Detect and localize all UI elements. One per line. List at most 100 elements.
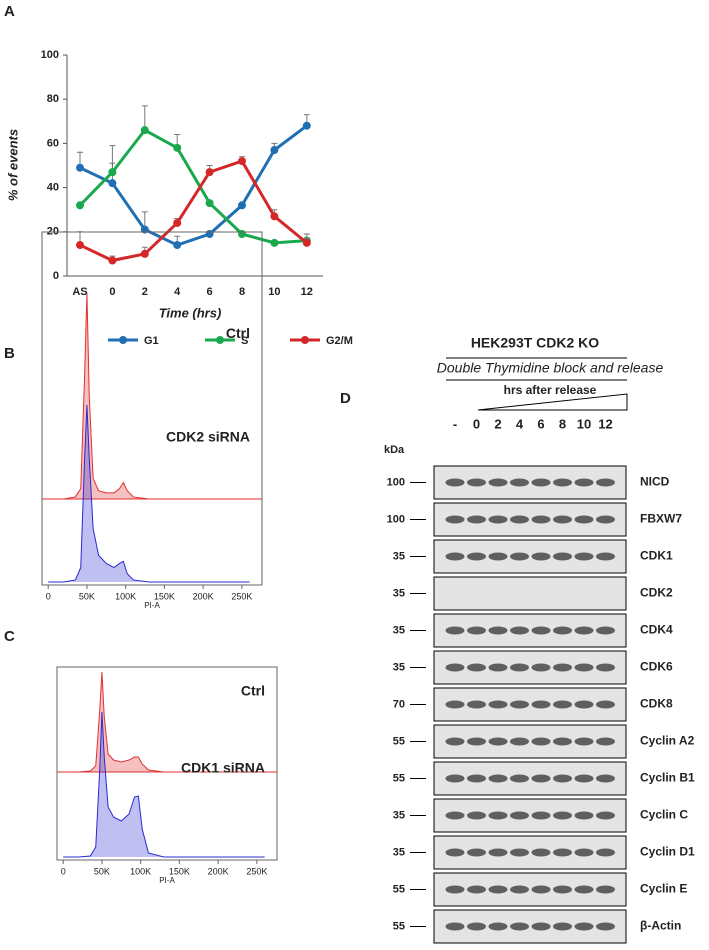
band: [488, 626, 508, 635]
band: [596, 663, 615, 672]
point: [173, 218, 182, 227]
band: [467, 626, 486, 635]
mw-marker: 55: [393, 883, 405, 895]
blot-box: [433, 613, 627, 648]
band: [467, 848, 486, 857]
x-tick-label: 0: [61, 866, 66, 876]
point: [238, 201, 246, 210]
x-tick-label: 50K: [79, 591, 95, 601]
legend-swatch: [119, 336, 127, 344]
error-bar: [109, 145, 116, 173]
band: [488, 811, 508, 820]
y-tick-label: 60: [47, 137, 59, 149]
band: [531, 552, 551, 561]
band: [488, 515, 508, 524]
band: [553, 885, 572, 894]
x-tick-label: 200K: [193, 591, 214, 601]
band: [531, 885, 551, 894]
band: [596, 848, 615, 857]
point: [108, 256, 117, 265]
band: [596, 737, 615, 746]
panel-label: B: [4, 345, 15, 362]
band: [531, 922, 551, 931]
x-tick-label: 0: [46, 591, 51, 601]
band: [574, 737, 594, 746]
point: [76, 201, 84, 210]
band: [596, 478, 615, 487]
band: [531, 663, 551, 672]
x-tick-label: 150K: [169, 866, 190, 876]
band: [574, 922, 594, 931]
trace-label: Ctrl: [226, 325, 250, 341]
panel-label: C: [4, 628, 15, 645]
band: [488, 737, 508, 746]
protein-label: FBXW7: [640, 512, 682, 526]
blot-box: [433, 539, 627, 574]
band: [531, 700, 551, 709]
band: [510, 811, 529, 820]
protein-label: CDK2: [640, 586, 673, 600]
band: [467, 478, 486, 487]
band: [531, 811, 551, 820]
point: [76, 241, 84, 250]
x-tick-label: 250K: [246, 866, 267, 876]
point: [238, 230, 246, 239]
y-tick-label: 40: [47, 182, 59, 194]
legend-label: G1: [144, 335, 159, 347]
band: [553, 552, 572, 561]
band: [574, 700, 594, 709]
blot-box: [433, 650, 627, 685]
band: [574, 663, 594, 672]
band: [488, 885, 508, 894]
protein-label: CDK6: [640, 660, 673, 674]
point: [270, 238, 279, 247]
point: [76, 163, 84, 172]
band: [445, 663, 465, 672]
band: [510, 515, 529, 524]
protein-label: β-Actin: [640, 919, 681, 933]
band: [510, 626, 529, 635]
band: [445, 922, 465, 931]
mw-marker: 35: [393, 550, 405, 562]
panel-label: D: [340, 390, 351, 407]
band: [510, 885, 529, 894]
lane-label: 6: [537, 416, 544, 431]
y-tick-label: 80: [47, 93, 59, 105]
protein-label: Cyclin E: [640, 882, 687, 896]
band: [488, 478, 508, 487]
band: [510, 552, 529, 561]
protein-label: CDK8: [640, 697, 673, 711]
band: [488, 552, 508, 561]
mw-marker: 70: [393, 698, 405, 710]
area-line: [63, 671, 265, 773]
band: [553, 515, 572, 524]
legend-swatch: [216, 336, 224, 344]
legend-swatch: [301, 336, 309, 344]
band: [553, 848, 572, 857]
area-line: [48, 404, 250, 583]
plot-frame: [56, 666, 278, 861]
y-axis-title: % of events: [5, 129, 20, 201]
lane-label: 4: [516, 416, 524, 431]
band: [445, 478, 465, 487]
band: [510, 922, 529, 931]
mw-marker: 35: [393, 846, 405, 858]
band: [596, 811, 615, 820]
area-fill: [63, 672, 265, 772]
band: [596, 515, 615, 524]
x-tick-label: 10: [268, 286, 280, 298]
point: [302, 121, 311, 130]
x-tick-label: 200K: [208, 866, 229, 876]
point: [205, 199, 214, 208]
band: [510, 774, 529, 783]
band: [596, 922, 615, 931]
y-tick-label: 100: [41, 49, 59, 61]
series-line: [79, 124, 308, 247]
band: [467, 515, 486, 524]
protein-label: CDK1: [640, 549, 673, 563]
trace-label: Ctrl: [241, 683, 265, 699]
blot-box: [433, 687, 627, 722]
band: [596, 774, 615, 783]
blot-box: [433, 798, 627, 833]
blot-box: [433, 835, 627, 870]
